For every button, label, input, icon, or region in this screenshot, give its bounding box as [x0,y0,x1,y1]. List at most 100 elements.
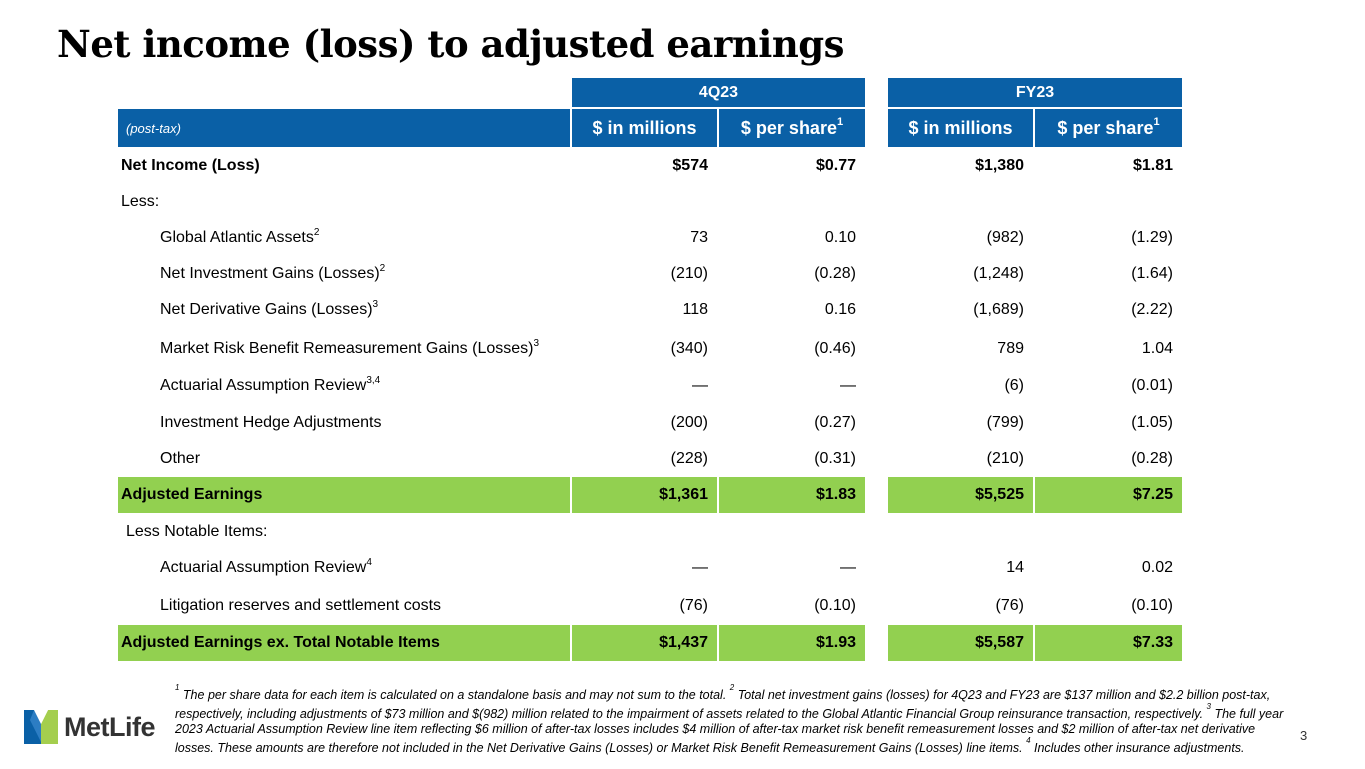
value-cell-c1: $574 [672,157,708,174]
value-cell-c3: (799) [986,414,1024,431]
value-cell-c3: 14 [1006,559,1024,576]
value-cell-c3: (210) [986,450,1024,467]
footnote-text: Includes other insurance adjustments. [1030,741,1245,756]
value-cell-c4: $7.25 [1035,477,1182,513]
value-cell-c3: (6) [1004,377,1024,394]
footnote-num: 2 [729,683,735,692]
row-label: Global Atlantic Assets 2 [118,220,570,256]
row-label: Less Notable Items: [118,514,570,550]
row-label-text: Actuarial Assumption Review [160,559,367,576]
footnote-num: 1 [175,683,180,692]
row-label-text: Other [160,450,201,467]
value-cell-c2: $0.77 [815,157,856,174]
value-cell-c2: $1.83 [719,477,865,513]
table-row: Net Income (Loss) $574 $0.77 $1,380 $1.81 [0,148,1365,184]
footnote-text: The full year 2023 Actuarial Assumption … [175,707,1284,756]
value-cell-c1: 73 [690,229,708,246]
footnote-ref: 2 [379,262,386,274]
row-label: Investment Hedge Adjustments [118,405,570,441]
footnote-ref: 4 [366,556,372,568]
table-row: Adjusted Earnings $1,361 $1.83 $5,525 $7.25 [0,477,1365,513]
value-cell-c4: $7.33 [1035,625,1182,661]
row-label-text: Market Risk Benefit Remeasurement Gains … [160,340,534,357]
footnote-text: The per share data for each item is calc… [179,688,730,703]
header-text: $ in millions [908,117,1013,138]
value-cell-c2: (0.27) [814,414,856,431]
table-row: Actuarial Assumption Review 3,4 — — (6) (0.01… [0,368,1365,404]
row-label: Adjusted Earnings [118,477,570,513]
table-row: Global Atlantic Assets 2 73 0.10 (982) (1.29) [0,220,1365,256]
table-row: Less: [0,184,1365,220]
value-cell-c4: (1.29) [1131,229,1173,246]
row-label-text: Actuarial Assumption Review [160,377,367,394]
row-label-text: Net Investment Gains (Losses) [160,265,380,282]
value-cell-c1: $1,437 [572,625,717,661]
footnote-ref: 2 [313,226,320,238]
footnote-ref: 3 [533,337,540,349]
row-label: Less: [118,184,570,220]
value-cell-c4: (0.01) [1131,377,1173,394]
value-cell-c3: $5,525 [888,477,1033,513]
value-cell-c4: (0.10) [1131,597,1173,614]
value-cell-c4 [1035,514,1182,550]
value-cell-c4: 0.02 [1141,559,1173,576]
footnote-ref: 1 [836,116,844,128]
value-cell-c2: (0.46) [814,340,856,357]
page-title: Net income (loss) to adjusted earnings [57,22,844,66]
header-text: $ per share [740,117,837,138]
table-row: Actuarial Assumption Review 4 — — 14 0.02 [0,550,1365,586]
row-label: Actuarial Assumption Review 3,4 [118,368,570,404]
footnote: 1 The per share data for each item is ca… [175,683,1295,756]
footnote-ref: 3,4 [366,374,381,386]
table-row: Net Derivative Gains (Losses) 3 118 0.16 (1,… [0,292,1365,328]
post-tax-label: (post-tax) [126,120,181,136]
header-text: $ per share [1057,117,1154,138]
table-row: Net Investment Gains (Losses) 2 (210) (0.28… [0,256,1365,292]
value-cell-c1: (340) [670,340,708,357]
value-cell-c1: (200) [670,414,708,431]
row-label: Other [118,441,570,477]
row-label-text: Litigation reserves and settlement costs [160,597,442,614]
row-label-text: Adjusted Earnings [121,486,263,503]
value-cell-c1: 118 [682,301,708,318]
value-cell-c4: $1.81 [1132,157,1173,174]
value-cell-c2 [719,514,865,550]
value-cell-c3: $5,587 [888,625,1033,661]
value-cell-c3: (76) [995,597,1024,614]
row-label: Net Investment Gains (Losses) 2 [118,256,570,292]
value-cell-c2: — [840,559,856,576]
value-cell-c1: — [692,377,708,394]
value-cell-c4: (2.22) [1131,301,1173,318]
value-cell-c4: (1.05) [1131,414,1173,431]
row-label: Litigation reserves and settlement costs [118,588,570,624]
table-row: Less Notable Items: [0,514,1365,550]
page-number: 3 [1300,728,1308,743]
footnote-num: 4 [1026,736,1031,746]
column-header-post-tax: (post-tax) [118,109,570,147]
value-cell-c3: 789 [997,340,1024,357]
value-cell-c3: (1,248) [973,265,1024,282]
header-text: $ in millions [592,117,697,138]
value-cell-c1: — [692,559,708,576]
value-cell-c1: (228) [670,450,708,467]
value-cell-c2: (0.10) [814,597,856,614]
row-label-text: Global Atlantic Assets [160,229,314,246]
table-row: Adjusted Earnings ex. Total Notable Item… [0,625,1365,661]
row-label-text: Less: [121,193,160,210]
table-row: Other (228) (0.31) (210) (0.28) [0,441,1365,477]
value-cell-c3: $1,380 [975,157,1024,174]
row-label-text: Investment Hedge Adjustments [160,414,382,431]
footnote-num: 3 [1206,702,1211,712]
row-label-text: Less Notable Items: [126,523,268,540]
footnote-ref: 1 [1153,116,1160,128]
row-label: Net Derivative Gains (Losses) 3 [118,292,570,328]
value-cell-c4: 1.04 [1141,340,1173,357]
column-header-fy-millions: $ in millions [888,109,1033,147]
value-cell-c1: (76) [679,597,708,614]
value-cell-c4 [1035,184,1182,220]
table-row: Litigation reserves and settlement costs… [0,588,1365,624]
value-cell-c1 [572,514,717,550]
value-cell-c4: (1.64) [1131,265,1173,282]
row-label: Actuarial Assumption Review 4 [118,550,570,586]
value-cell-c1 [572,184,717,220]
